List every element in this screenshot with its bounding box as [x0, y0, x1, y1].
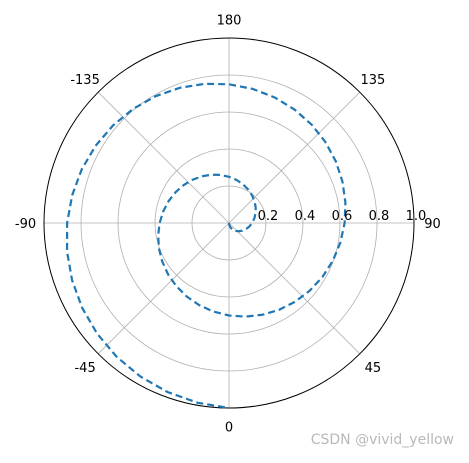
angle-tick-label: 90 [424, 217, 441, 232]
spiral-series-line [65, 82, 347, 410]
angle-tick-label: 45 [365, 361, 382, 376]
angle-tick-label: 0 [225, 421, 233, 436]
angular-grid-line [97, 222, 230, 355]
radial-tick-label: 1.0 [406, 209, 427, 224]
watermark-text: CSDN @vivid_yellow [311, 432, 454, 448]
grid-layer [44, 38, 414, 408]
angular-grid-line [97, 91, 230, 224]
radial-tick-label: 0.8 [369, 209, 390, 224]
angle-tick-label: -135 [70, 73, 100, 88]
radial-tick-label: 0.2 [258, 209, 279, 224]
angle-tick-label: 180 [217, 14, 242, 29]
series-layer [65, 82, 347, 410]
angular-grid-line [228, 222, 361, 355]
radial-tick-labels: 0.2 0.4 0.6 0.8 1.0 [258, 209, 427, 224]
radial-tick-label: 0.4 [295, 209, 316, 224]
angle-tick-label: -90 [15, 217, 36, 232]
angle-tick-label: -45 [74, 361, 95, 376]
angle-tick-labels: 0 45 90 135 180 -135 -90 -45 [15, 14, 441, 436]
angle-tick-label: 135 [360, 73, 385, 88]
angular-grid-line [228, 91, 361, 224]
radial-tick-label: 0.6 [332, 209, 353, 224]
